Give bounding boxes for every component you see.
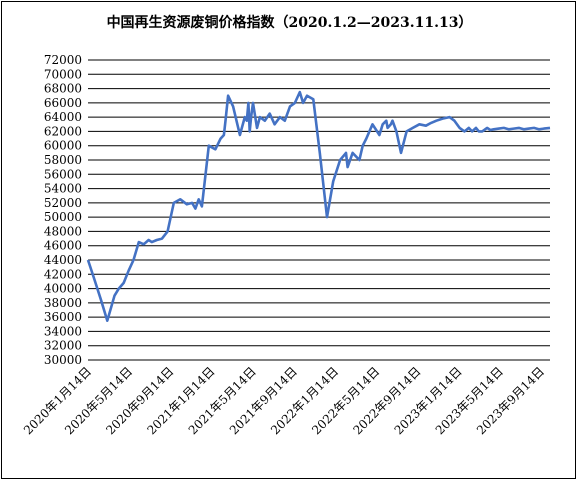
y-tick-label: 68000 (44, 82, 82, 96)
y-tick-label: 64000 (44, 110, 82, 124)
y-tick-label: 36000 (44, 310, 82, 324)
chart-title: 中国再生资源废铜价格指数（2020.1.2—2023.11.13） (106, 15, 473, 31)
y-tick-label: 62000 (44, 124, 82, 138)
y-tick-label: 52000 (44, 196, 82, 210)
y-tick-label: 72000 (44, 53, 82, 67)
y-tick-label: 46000 (44, 239, 82, 253)
y-axis-ticks: 3000032000340003600038000400004200044000… (44, 53, 82, 367)
y-tick-label: 34000 (44, 324, 82, 338)
y-tick-label: 38000 (44, 296, 82, 310)
y-tick-label: 40000 (44, 282, 82, 296)
y-tick-label: 54000 (44, 182, 82, 196)
y-tick-label: 32000 (44, 339, 82, 353)
y-tick-label: 42000 (44, 267, 82, 281)
y-tick-label: 66000 (44, 96, 82, 110)
y-tick-label: 60000 (44, 139, 82, 153)
y-tick-label: 50000 (44, 210, 82, 224)
series-line (86, 90, 551, 322)
y-tick-label: 44000 (44, 253, 82, 267)
y-tick-label: 56000 (44, 167, 82, 181)
x-axis-ticks: 2020年1月14日2020年5月14日2020年9月14日2021年1月14日… (21, 364, 547, 437)
y-tick-label: 70000 (44, 67, 82, 81)
y-tick-label: 48000 (44, 224, 82, 238)
y-tick-label: 58000 (44, 153, 82, 167)
x-tick-label: 2020年1月14日 (21, 364, 94, 437)
gridlines (88, 59, 550, 361)
y-tick-label: 30000 (44, 353, 82, 367)
